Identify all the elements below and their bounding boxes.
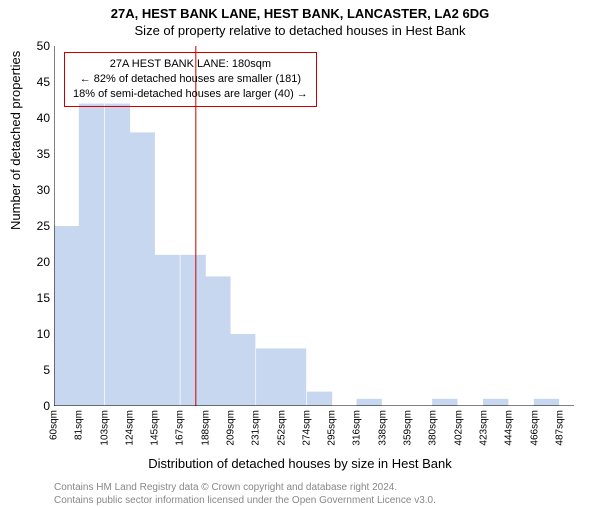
x-tick-label: 167sqm — [175, 410, 186, 446]
histogram-bar — [483, 399, 508, 406]
histogram-bar — [54, 226, 79, 406]
y-tick-label: 5 — [20, 363, 50, 377]
histogram-bar — [534, 399, 559, 406]
y-tick-label: 15 — [20, 291, 50, 305]
reference-info-box: 27A HEST BANK LANE: 180sqm ← 82% of deta… — [64, 52, 317, 107]
x-tick-label: 316sqm — [352, 410, 363, 446]
y-tick-label: 0 — [20, 399, 50, 413]
x-axis-label: Distribution of detached houses by size … — [0, 456, 600, 471]
histogram-bar — [281, 348, 306, 406]
x-tick-label: 380sqm — [428, 410, 439, 446]
y-tick-label: 35 — [20, 147, 50, 161]
info-line-3: 18% of semi-detached houses are larger (… — [73, 87, 308, 102]
info-line-2: ← 82% of detached houses are smaller (18… — [73, 72, 308, 87]
x-tick-label: 231sqm — [251, 410, 262, 446]
x-tick-label: 60sqm — [49, 410, 60, 440]
x-tick-label: 81sqm — [74, 410, 85, 440]
x-tick-label: 295sqm — [327, 410, 338, 446]
histogram-bar — [180, 255, 205, 406]
footer-line-2: Contains public sector information licen… — [54, 494, 600, 507]
info-line-1: 27A HEST BANK LANE: 180sqm — [73, 57, 308, 72]
x-tick-label: 338sqm — [377, 410, 388, 446]
histogram-bar — [256, 348, 281, 406]
x-tick-label: 274sqm — [301, 410, 312, 446]
y-tick-label: 30 — [20, 183, 50, 197]
x-tick-label: 252sqm — [276, 410, 287, 446]
histogram-bar — [105, 104, 130, 406]
page-subtitle: Size of property relative to detached ho… — [0, 23, 600, 38]
histogram-bar — [130, 132, 155, 406]
x-tick-label: 188sqm — [200, 410, 211, 446]
y-tick-label: 10 — [20, 327, 50, 341]
histogram-bar — [154, 255, 179, 406]
x-tick-label: 124sqm — [124, 410, 135, 446]
footer-line-1: Contains HM Land Registry data © Crown c… — [54, 481, 600, 494]
histogram-bar — [307, 392, 332, 406]
attribution-footer: Contains HM Land Registry data © Crown c… — [54, 481, 600, 507]
histogram-chart: 27A HEST BANK LANE: 180sqm ← 82% of deta… — [54, 46, 574, 406]
histogram-bar — [205, 276, 230, 406]
x-tick-label: 487sqm — [554, 410, 565, 446]
x-tick-label: 466sqm — [529, 410, 540, 446]
histogram-bar — [79, 104, 104, 406]
x-tick-label: 444sqm — [504, 410, 515, 446]
histogram-bar — [230, 334, 255, 406]
x-tick-label: 359sqm — [403, 410, 414, 446]
x-tick-label: 103sqm — [99, 410, 110, 446]
y-tick-label: 50 — [20, 39, 50, 53]
histogram-bar — [432, 399, 457, 406]
y-tick-label: 25 — [20, 219, 50, 233]
x-tick-label: 402sqm — [453, 410, 464, 446]
x-tick-label: 423sqm — [478, 410, 489, 446]
histogram-bar — [357, 399, 382, 406]
y-tick-label: 40 — [20, 111, 50, 125]
x-tick-label: 145sqm — [150, 410, 161, 446]
y-tick-label: 20 — [20, 255, 50, 269]
y-tick-label: 45 — [20, 75, 50, 89]
page-title-address: 27A, HEST BANK LANE, HEST BANK, LANCASTE… — [0, 6, 600, 21]
x-tick-label: 209sqm — [226, 410, 237, 446]
